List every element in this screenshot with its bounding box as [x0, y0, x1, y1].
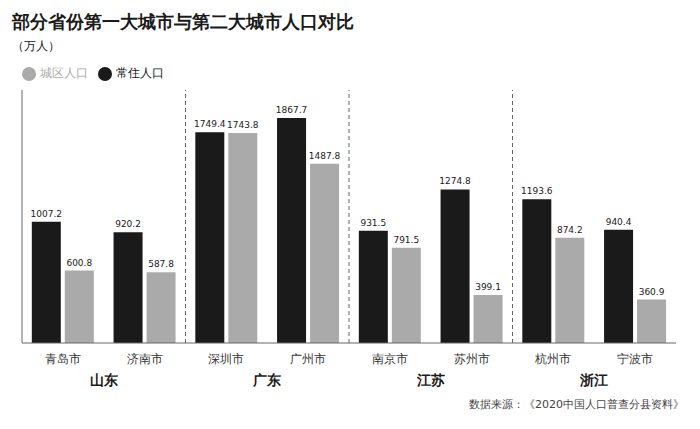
html-text:（万人）: （万人） [12, 39, 60, 53]
svg-text:1749.4: 1749.4 [194, 119, 226, 129]
html-text:城区人口: 城区人口 [40, 66, 88, 80]
svg-text:广东: 广东 [252, 372, 281, 388]
html-text:部分省份第一大城市与第二大城市人口对比: 部分省份第一大城市与第二大城市人口对比 [12, 11, 354, 32]
svg-text:1487.8: 1487.8 [309, 151, 341, 161]
svg-text:874.2: 874.2 [557, 225, 583, 235]
svg-text:广州市: 广州市 [290, 352, 326, 366]
svg-text:1867.7: 1867.7 [276, 105, 308, 115]
svg-text:宁波市: 宁波市 [617, 352, 653, 366]
html-text:数据来源：《2020中国人口普查分县资料》: 数据来源：《2020中国人口普查分县资料》 [469, 398, 684, 411]
svg-text:360.9: 360.9 [639, 287, 665, 297]
svg-text:青岛市: 青岛市 [45, 352, 81, 366]
svg-text:1007.2: 1007.2 [31, 209, 63, 219]
svg-text:浙江: 浙江 [579, 372, 608, 388]
svg-text:1743.8: 1743.8 [227, 120, 259, 130]
svg-text:600.8: 600.8 [66, 258, 92, 268]
svg-text:940.4: 940.4 [606, 217, 632, 227]
svg-text:791.5: 791.5 [393, 235, 419, 245]
svg-text:587.8: 587.8 [148, 259, 174, 269]
svg-text:江苏: 江苏 [416, 372, 445, 388]
svg-text:920.2: 920.2 [115, 219, 141, 229]
svg-text:深圳市: 深圳市 [208, 352, 244, 366]
html-text:常住人口: 常住人口 [116, 66, 164, 80]
svg-text:杭州市: 杭州市 [534, 352, 571, 366]
svg-text:399.1: 399.1 [475, 282, 501, 292]
svg-text:济南市: 济南市 [127, 352, 163, 366]
svg-text:苏州市: 苏州市 [454, 352, 490, 366]
svg-text:1193.6: 1193.6 [521, 186, 553, 196]
svg-text:南京市: 南京市 [372, 352, 408, 366]
svg-text:931.5: 931.5 [360, 218, 386, 228]
svg-text:山东: 山东 [90, 372, 118, 388]
svg-text:1274.8: 1274.8 [439, 176, 471, 186]
